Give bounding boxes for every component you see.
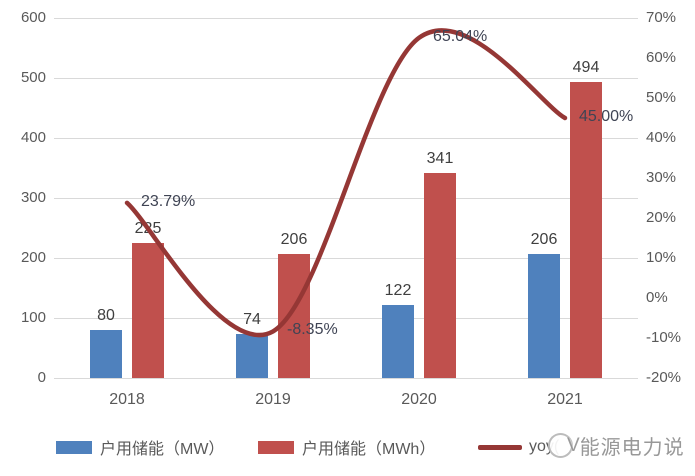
legend-swatch-yoy-line — [478, 444, 522, 450]
bar-value-label: 341 — [426, 150, 454, 168]
x-axis-label: 2018 — [109, 391, 145, 408]
bar-value-label: 206 — [530, 231, 558, 249]
bar-mw-2021 — [528, 254, 560, 378]
y-axis-right-tick: 50% — [646, 89, 677, 106]
legend-label-mwh: 户用储能（MWh） — [302, 441, 436, 458]
y-axis-right-tick: 40% — [646, 129, 677, 146]
legend-swatch-mwh — [258, 440, 294, 454]
legend-label-mw: 户用储能（MW） — [100, 441, 225, 458]
watermark-text: 能源电力说 — [579, 437, 685, 459]
y-axis-left-tick: 0 — [37, 369, 46, 386]
gridline — [54, 138, 638, 139]
y-axis-right-tick: 0% — [646, 289, 668, 306]
bar-value-label: 122 — [384, 281, 412, 299]
y-axis-right-tick: 30% — [646, 169, 677, 186]
bar-value-label: 74 — [243, 310, 261, 328]
legend-item-mwh: 户用储能（MWh） — [258, 436, 435, 458]
legend-item-mw: 户用储能（MW） — [56, 436, 224, 458]
gridline — [54, 78, 638, 79]
x-axis-label: 2019 — [255, 391, 291, 408]
yoy-value-label: 65.04% — [433, 27, 488, 45]
y-axis-left-tick: 100 — [20, 309, 46, 326]
bar-mwh-2019 — [278, 254, 310, 378]
gridline — [54, 378, 638, 379]
y-axis-right-tick: 20% — [646, 209, 677, 226]
y-axis-right-tick: 10% — [646, 249, 677, 266]
x-axis-label: 2021 — [547, 391, 583, 408]
x-axis-label: 2020 — [401, 391, 437, 408]
yoy-line-path — [124, 28, 568, 337]
y-axis-left-tick: 200 — [20, 249, 46, 266]
gridline — [54, 18, 638, 19]
bar-value-label: 494 — [572, 58, 600, 76]
bar-mwh-2018 — [132, 243, 164, 378]
bar-mw-2018 — [90, 330, 122, 378]
watermark: V 能源电力说 — [548, 431, 685, 460]
y-axis-left-tick: 300 — [20, 189, 46, 206]
y-axis-left-tick: 400 — [20, 129, 46, 146]
bar-value-label: 206 — [280, 231, 308, 249]
yoy-value-label: -8.35% — [287, 321, 338, 339]
y-axis-right-tick: 70% — [646, 9, 677, 26]
bar-mwh-2021 — [570, 81, 602, 378]
y-axis-left-tick: 500 — [20, 69, 46, 86]
bar-mwh-2020 — [424, 173, 456, 378]
y-axis-right-tick: 60% — [646, 49, 677, 66]
y-axis-right-tick: -10% — [646, 329, 682, 346]
legend-swatch-mw — [56, 440, 92, 454]
bar-value-label: 80 — [97, 307, 115, 324]
bar-mw-2019 — [236, 333, 268, 378]
bar-mw-2020 — [382, 304, 414, 378]
yoy-value-label: 23.79% — [141, 192, 196, 210]
yoy-value-label: 45.00% — [579, 108, 634, 125]
y-axis-right-tick: -20% — [646, 369, 682, 386]
watermark-logo-icon — [548, 433, 573, 458]
bar-value-label: 225 — [134, 220, 162, 237]
watermark-mark: V — [567, 434, 580, 456]
y-axis-left-tick: 600 — [20, 9, 46, 26]
